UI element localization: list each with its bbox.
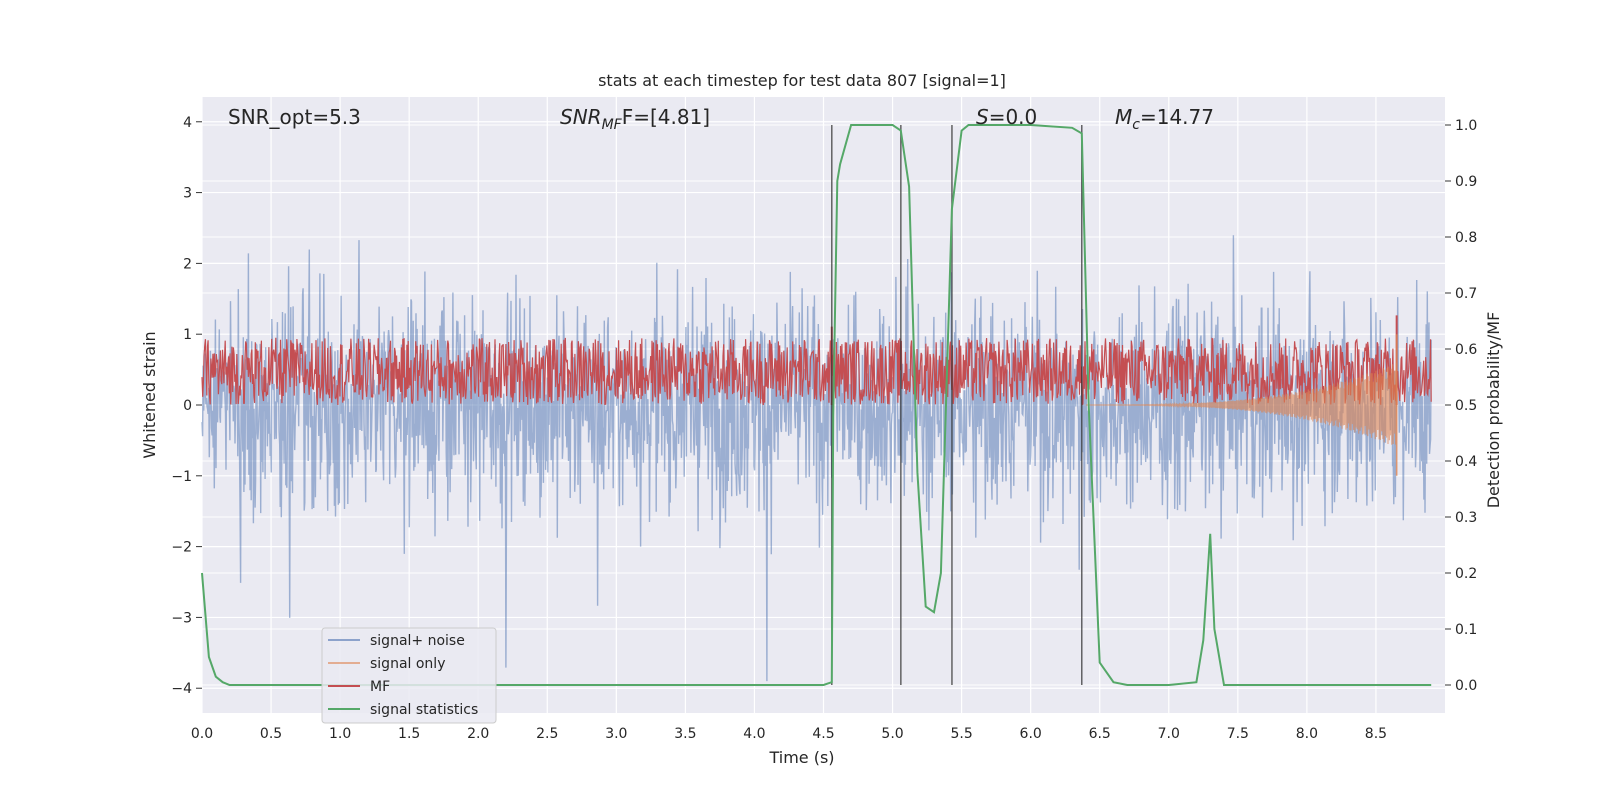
x-tick-label: 0.0 [191, 726, 213, 742]
y-tick-label-right: 0.6 [1455, 342, 1477, 358]
x-tick-label: 7.0 [1158, 726, 1180, 742]
x-tick-label: 7.5 [1227, 726, 1249, 742]
x-tick-label: 0.5 [260, 726, 282, 742]
y-tick-label-right: 0.4 [1455, 454, 1477, 470]
y-tick-label-right: 0.8 [1455, 230, 1477, 246]
x-axis-label: Time (s) [768, 748, 834, 767]
legend-label-mf: MF [370, 679, 390, 695]
legend-label-signal-noise: signal+ noise [370, 633, 465, 649]
legend-label-signal-only: signal only [370, 656, 445, 672]
y-tick-label-right: 0.1 [1455, 622, 1477, 638]
y-tick-label-right: 0.7 [1455, 286, 1477, 302]
legend-box [321, 627, 497, 724]
y-tick-label-right: 0.9 [1455, 174, 1477, 190]
x-tick-label: 1.0 [329, 726, 351, 742]
y-tick-label-left: 1 [183, 327, 192, 343]
x-tick-label: 5.5 [950, 726, 972, 742]
series-signal-only [1085, 362, 1398, 445]
x-tick-label: 4.5 [812, 726, 834, 742]
x-tick-label: 2.0 [467, 726, 489, 742]
y-tick-label-left: −4 [171, 681, 192, 697]
y-tick-label-left: 0 [183, 398, 192, 414]
series-mf [201, 337, 1432, 406]
s-annotation: S=0.0 [976, 105, 1037, 129]
legend-label-signal-statistics: signal statistics [370, 702, 478, 718]
x-tick-label: 6.0 [1020, 726, 1042, 742]
snr-opt-annotation: SNR_opt=5.3 [228, 105, 361, 129]
x-tick-label: 8.0 [1296, 726, 1318, 742]
mc-annotation: Mc=14.77 [1115, 105, 1214, 133]
x-tick-label: 6.5 [1089, 726, 1111, 742]
x-tick-label: 3.0 [605, 726, 627, 742]
chart-title: stats at each timestep for test data 807… [598, 71, 1006, 90]
y-tick-label-left: 4 [183, 115, 192, 131]
y-tick-label-left: 2 [183, 256, 192, 272]
y-tick-label-right: 0.5 [1455, 398, 1477, 414]
y-tick-label-left: 3 [183, 186, 192, 202]
legend: signal+ noise signal only MF signal stat… [321, 627, 497, 724]
snr-mf-annotation: SNRMFF=[4.81] [560, 105, 710, 133]
y-tick-label-left: −1 [171, 469, 192, 485]
x-tick-label: 2.5 [536, 726, 558, 742]
y-tick-label-left: −3 [171, 610, 192, 626]
x-tick-label: 1.5 [398, 726, 420, 742]
x-tick-label: 4.0 [743, 726, 765, 742]
y-tick-label-right: 0.0 [1455, 678, 1477, 694]
y-axis-label-right: Detection probability/MF [1484, 312, 1503, 509]
x-tick-label: 3.5 [674, 726, 696, 742]
y-tick-label-right: 0.2 [1455, 566, 1477, 582]
y-tick-label-right: 1.0 [1455, 118, 1477, 134]
x-tick-label: 5.0 [881, 726, 903, 742]
x-tick-label: 8.5 [1365, 726, 1387, 742]
y-axis-label-left: Whitened strain [140, 331, 159, 458]
y-tick-label-right: 0.3 [1455, 510, 1477, 526]
y-tick-label-left: −2 [171, 540, 192, 556]
